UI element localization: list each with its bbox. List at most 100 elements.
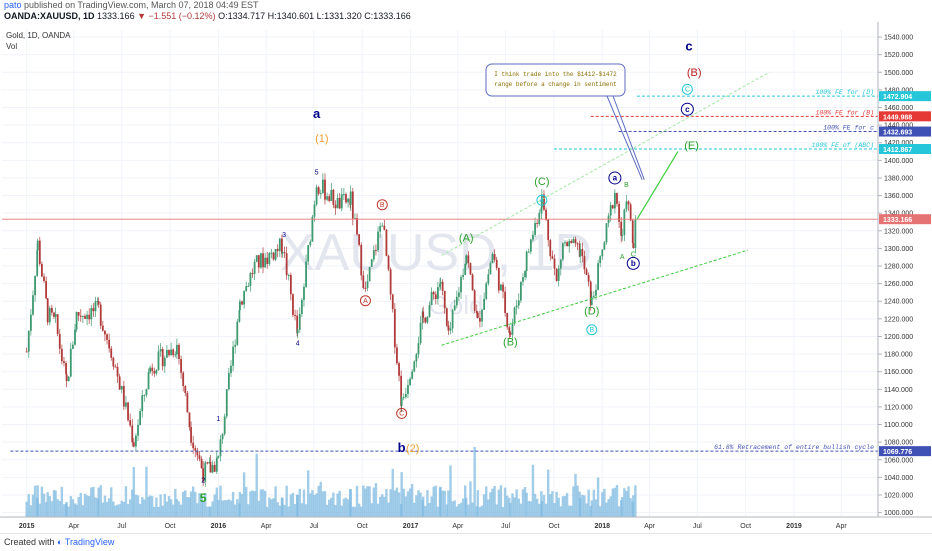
- candle-body: [583, 256, 586, 270]
- last-price: 1333.166: [97, 11, 135, 21]
- candle-body: [336, 197, 339, 209]
- candle-body: [296, 329, 299, 334]
- note-text-line2: range before a change in sentiment: [494, 81, 616, 88]
- volume-bar: [259, 489, 263, 517]
- projection-line: [636, 151, 679, 220]
- candle-body: [481, 309, 483, 322]
- wave-label-circle: [586, 324, 598, 336]
- price-tick-label: 1080.000: [884, 440, 913, 447]
- candle-body: [145, 389, 148, 395]
- candle-body: [330, 189, 333, 201]
- volume-bar: [110, 487, 113, 517]
- volume-bar: [634, 485, 637, 517]
- footer-brand[interactable]: TradingView: [64, 537, 115, 547]
- candle-body: [621, 235, 624, 237]
- volume-bar: [179, 504, 183, 517]
- volume-bar: [289, 494, 293, 517]
- volume-bar: [476, 490, 480, 517]
- volume-bar: [406, 491, 410, 517]
- volume-bar: [189, 491, 193, 517]
- candle-body: [166, 349, 168, 358]
- wave-label-circle: [396, 407, 408, 419]
- volume-bar: [132, 467, 136, 517]
- volume-bar: [559, 506, 562, 517]
- volume-bar: [71, 499, 75, 517]
- price-chart[interactable]: XAUUSD, 1D Gold 100% FE for (D)100% FE f…: [0, 22, 932, 533]
- candle-body: [122, 386, 125, 407]
- volume-bar: [391, 468, 394, 517]
- candle-body: [500, 284, 502, 291]
- candle-body: [525, 251, 528, 272]
- price-tick-label: 1480.000: [884, 87, 913, 94]
- candle-body: [190, 427, 192, 443]
- volume-bar: [293, 504, 297, 517]
- candle-body: [332, 189, 335, 205]
- candle-body: [296, 315, 299, 334]
- time-tick-label: Jul: [309, 523, 318, 530]
- candle-body: [260, 253, 262, 268]
- candle-body: [618, 203, 620, 222]
- volume-bar: [159, 494, 162, 517]
- volume-bar: [321, 491, 325, 517]
- volume-bar: [567, 505, 571, 517]
- wave-label: (B): [687, 67, 702, 79]
- volume-bar: [291, 492, 295, 517]
- fib-level-label: 61.8% Retracement of entire bullish cycl…: [714, 444, 874, 451]
- candle-body: [255, 255, 258, 262]
- volume-bar: [172, 504, 175, 517]
- volume-bar: [261, 489, 265, 517]
- time-tick-label: Jul: [117, 523, 126, 530]
- volume-bar: [313, 495, 316, 517]
- volume-bar: [342, 498, 346, 517]
- volume-bar: [302, 489, 306, 517]
- volume-bar: [268, 497, 271, 517]
- volume-bar: [525, 492, 528, 517]
- candle-body: [464, 263, 467, 275]
- volume-bar: [42, 493, 46, 517]
- volume-bar: [535, 498, 539, 517]
- price-axis[interactable]: 1000.000 1020.000 1040.000 1060.000 1080.000…: [877, 22, 932, 519]
- price-label-text: 1412.867: [883, 147, 912, 154]
- candle-body: [79, 315, 82, 317]
- candle-body: [94, 301, 97, 312]
- candle-body: [137, 424, 139, 436]
- candle-body: [447, 325, 450, 331]
- volume-bar: [383, 496, 386, 517]
- candle-body: [175, 344, 178, 355]
- candle-body: [543, 194, 545, 210]
- candle-body: [389, 269, 392, 295]
- candle-body: [476, 312, 479, 319]
- volume-bar: [141, 497, 144, 517]
- candle-body: [225, 389, 228, 417]
- candle-body: [585, 269, 588, 275]
- volume-bar: [482, 494, 486, 517]
- candle-body: [262, 253, 264, 268]
- volume-bar: [161, 505, 164, 517]
- candle-body: [549, 240, 552, 257]
- volume-bar: [136, 495, 140, 517]
- candle-body: [508, 327, 511, 333]
- candle-body: [479, 318, 481, 322]
- wave-label: 4: [296, 340, 300, 347]
- volume-bar: [157, 506, 160, 517]
- candle-body: [404, 393, 407, 398]
- volume-bar: [387, 502, 390, 517]
- time-axis[interactable]: 2015 Apr Jul Oct 2016 Apr Jul Oct 2017 Apr Jul Oct 2…: [0, 516, 932, 530]
- candle-body: [383, 225, 386, 230]
- volume-bar: [38, 503, 42, 517]
- wave-label-circle: [680, 102, 694, 116]
- candle-body: [192, 442, 195, 449]
- candle-body: [309, 241, 312, 246]
- candle-body: [595, 289, 597, 296]
- candle-body: [375, 250, 377, 252]
- fib-level-label: 100% FE for (B): [815, 109, 874, 116]
- candle-body: [451, 310, 454, 329]
- volume-bar: [167, 496, 171, 517]
- volume-bar: [400, 472, 403, 517]
- author-link[interactable]: pato: [4, 0, 22, 10]
- volume-bar: [325, 504, 329, 517]
- time-tick-label: Oct: [357, 523, 368, 530]
- candle-body: [534, 222, 536, 235]
- candle-body: [570, 241, 573, 243]
- volume-bar: [485, 486, 488, 517]
